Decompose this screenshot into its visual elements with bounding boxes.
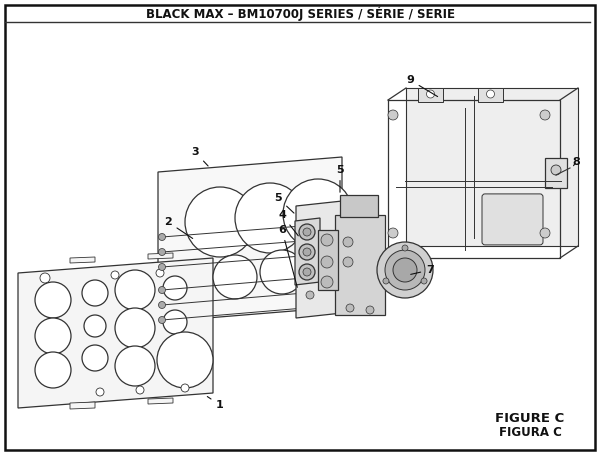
Circle shape (156, 269, 164, 277)
Circle shape (427, 90, 434, 98)
Circle shape (343, 257, 353, 267)
Circle shape (136, 386, 144, 394)
Circle shape (385, 250, 425, 290)
Circle shape (346, 304, 354, 312)
Text: BLACK MAX – BM10700J SERIES / SÉRIE / SERIE: BLACK MAX – BM10700J SERIES / SÉRIE / SE… (146, 7, 455, 21)
Polygon shape (70, 402, 95, 409)
Bar (318, 230, 338, 290)
Circle shape (366, 306, 374, 314)
Polygon shape (158, 157, 342, 322)
Circle shape (388, 110, 398, 120)
Circle shape (115, 270, 155, 310)
Text: 7: 7 (411, 265, 434, 275)
Polygon shape (70, 257, 95, 263)
Circle shape (115, 308, 155, 348)
Circle shape (111, 271, 119, 279)
Text: 4: 4 (278, 210, 298, 236)
Polygon shape (18, 258, 213, 408)
Circle shape (82, 345, 108, 371)
Circle shape (388, 228, 398, 238)
Circle shape (260, 250, 304, 294)
Circle shape (321, 276, 333, 288)
Bar (340, 195, 378, 217)
Circle shape (158, 287, 166, 293)
Polygon shape (296, 198, 370, 318)
Polygon shape (148, 253, 173, 259)
Circle shape (303, 228, 311, 236)
Bar (545, 158, 567, 188)
Circle shape (337, 251, 343, 256)
FancyBboxPatch shape (482, 194, 543, 245)
Circle shape (540, 110, 550, 120)
Circle shape (158, 317, 166, 324)
Circle shape (299, 244, 315, 260)
Bar (478, 88, 503, 102)
Text: 9: 9 (406, 75, 437, 96)
Circle shape (310, 252, 342, 284)
Text: 8: 8 (572, 157, 580, 167)
Bar (418, 88, 443, 102)
Circle shape (306, 291, 314, 299)
Circle shape (551, 165, 561, 175)
Polygon shape (148, 398, 173, 404)
Circle shape (321, 256, 333, 268)
Circle shape (393, 258, 417, 282)
Polygon shape (295, 218, 320, 285)
Circle shape (84, 315, 106, 337)
Circle shape (402, 245, 408, 251)
Circle shape (96, 388, 104, 396)
Circle shape (377, 242, 433, 298)
Circle shape (343, 237, 353, 247)
Circle shape (158, 248, 166, 256)
Circle shape (337, 288, 343, 293)
Text: 3: 3 (191, 147, 208, 166)
Circle shape (540, 228, 550, 238)
Circle shape (337, 273, 343, 278)
Text: FIGURA C: FIGURA C (499, 425, 562, 439)
Circle shape (158, 233, 166, 241)
Circle shape (82, 280, 108, 306)
Bar (335, 215, 385, 315)
Circle shape (163, 310, 187, 334)
Circle shape (337, 236, 343, 241)
Circle shape (158, 302, 166, 308)
Text: 6: 6 (278, 225, 297, 287)
Circle shape (40, 273, 50, 283)
Text: 1: 1 (208, 397, 224, 410)
Circle shape (181, 384, 189, 392)
Circle shape (158, 263, 166, 271)
Circle shape (321, 234, 333, 246)
Text: 5: 5 (274, 193, 294, 213)
Circle shape (115, 346, 155, 386)
Circle shape (35, 352, 71, 388)
Text: 2: 2 (164, 217, 193, 238)
Circle shape (383, 278, 389, 284)
Circle shape (35, 318, 71, 354)
Circle shape (337, 221, 343, 226)
Circle shape (332, 216, 344, 228)
Circle shape (35, 282, 71, 318)
Polygon shape (406, 88, 578, 246)
Circle shape (213, 255, 257, 299)
Text: 5: 5 (336, 165, 344, 192)
Circle shape (487, 90, 494, 98)
Circle shape (283, 179, 353, 249)
Circle shape (157, 332, 213, 388)
Circle shape (421, 278, 427, 284)
Circle shape (303, 268, 311, 276)
Circle shape (235, 183, 305, 253)
Text: FIGURE C: FIGURE C (496, 411, 565, 425)
Circle shape (299, 224, 315, 240)
Circle shape (337, 303, 343, 308)
Circle shape (303, 248, 311, 256)
Circle shape (163, 276, 187, 300)
Circle shape (185, 187, 255, 257)
Circle shape (299, 264, 315, 280)
